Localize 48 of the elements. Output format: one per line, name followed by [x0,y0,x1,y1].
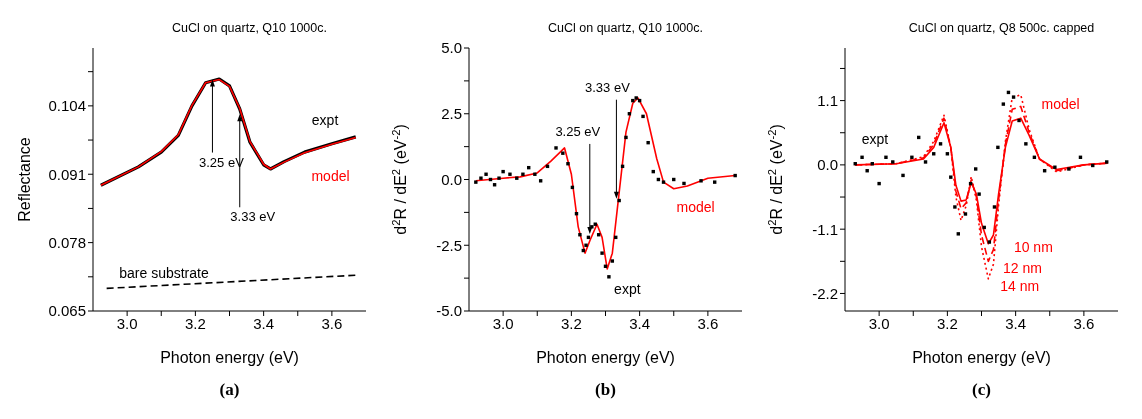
series-label: model [311,167,350,184]
y-axis-title: Reflectance [16,137,33,222]
chart-title: CuCl on quartz, Q8 500c. capped [908,21,1095,35]
y-tick-label: 5.0 [441,39,462,57]
annotation: 3.25 eV [555,123,601,139]
y-tick-label: 0.078 [48,233,86,251]
text: (a) [219,380,240,399]
x-tick-label: 3.2 [560,314,582,332]
x-axis-title: Photon energy (eV) [536,349,675,366]
x-tick-label: 3.0 [868,314,890,332]
series-label: expt [861,130,889,147]
chart-title: CuCl on quartz, Q10 1000c. [172,21,327,35]
x-axis-title: Photon energy (eV) [912,349,1051,366]
y-tick-label: -2.5 [436,236,462,254]
series-label: expt [311,112,339,129]
y-tick-label: 0.0 [441,170,462,188]
annotation: model [1041,95,1080,112]
x-tick-label: 3.4 [1005,314,1027,332]
y-tick-label: 1.1 [817,91,838,109]
y-tick-label: 0.0 [817,156,838,174]
y-tick-label: 0.104 [48,97,86,115]
series-label: expt [614,280,641,297]
series-label: bare substrate [119,264,209,281]
y-tick-label: 0.065 [48,302,86,320]
x-tick-label: 3.6 [321,314,343,332]
y-tick-label: -2.2 [812,284,838,302]
series-label: 12 nm [1002,259,1042,276]
series-label: 14 nm [1000,278,1040,295]
x-tick-label: 3.0 [116,314,138,332]
x-axis-title: Photon energy (eV) [160,349,299,366]
series-label: model [676,199,715,216]
x-tick-label: 3.2 [936,314,958,332]
annotation: 3.33 eV [230,209,276,225]
chart-title: CuCl on quartz, Q10 1000c. [548,21,703,35]
x-tick-label: 3.4 [629,314,651,332]
y-tick-label: 0.091 [48,165,86,183]
x-tick-label: 3.6 [697,314,719,332]
y-tick-label: -5.0 [436,302,462,320]
y-tick-label: 2.5 [441,105,462,123]
text: (c) [972,380,991,399]
x-tick-label: 3.6 [1073,314,1095,332]
text: (b) [595,380,616,399]
x-tick-label: 3.2 [184,314,206,332]
annotation: 3.33 eV [585,79,631,95]
y-tick-label: -1.1 [812,220,838,238]
x-tick-label: 3.4 [253,314,275,332]
series-label: 10 nm [1013,238,1053,255]
x-tick-label: 3.0 [492,314,514,332]
